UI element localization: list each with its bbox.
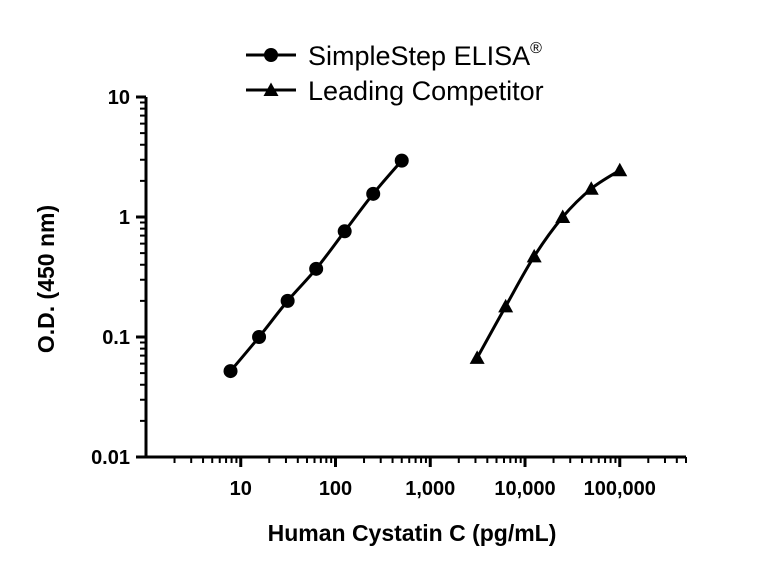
x-tick-label: 1,000 bbox=[405, 478, 455, 500]
data-point-triangle bbox=[469, 350, 485, 364]
data-point-circle bbox=[252, 330, 267, 344]
series-competitor bbox=[469, 162, 628, 364]
x-axis-title: Human Cystatin C (pg/mL) bbox=[268, 520, 557, 546]
x-tick-label: 100,000 bbox=[584, 478, 656, 500]
legend-triangle-marker bbox=[263, 82, 279, 96]
y-tick-label: 10 bbox=[108, 87, 130, 109]
data-point-circle bbox=[280, 293, 295, 308]
legend-circle-marker bbox=[264, 48, 278, 62]
data-point-circle bbox=[366, 186, 381, 201]
x-tick-label: 10 bbox=[230, 478, 252, 500]
y-tick-label: 0.1 bbox=[102, 327, 130, 349]
data-point-triangle bbox=[612, 162, 628, 177]
data-point-circle bbox=[309, 261, 324, 276]
legend-item-competitor: Leading Competitor bbox=[246, 76, 544, 106]
data-point-circle bbox=[337, 224, 352, 239]
data-point-circle bbox=[223, 364, 238, 379]
legend-name-simplestep: SimpleStep ELISA bbox=[308, 41, 530, 71]
legend-label-competitor: Leading Competitor bbox=[308, 76, 544, 106]
legend: SimpleStep ELISA® Leading Competitor bbox=[246, 40, 544, 106]
data-point-triangle bbox=[555, 209, 571, 223]
y-ticks: 0.01 0.1 1 10 bbox=[91, 87, 146, 469]
x-ticks: 10 100 1,000 10,000 100,000 bbox=[173, 457, 687, 500]
y-tick-label: 1 bbox=[119, 207, 130, 229]
legend-marker-circle-icon bbox=[264, 48, 278, 62]
data-point-triangle bbox=[583, 181, 599, 195]
y-axis-title: O.D. (450 nm) bbox=[33, 205, 59, 353]
series-layer bbox=[223, 153, 628, 379]
y-tick-label: 0.01 bbox=[91, 447, 130, 469]
x-tick-label: 10,000 bbox=[494, 478, 555, 500]
x-tick-label: 100 bbox=[319, 478, 352, 500]
legend-label-simplestep: SimpleStep ELISA® bbox=[308, 40, 542, 71]
data-point-triangle bbox=[526, 248, 542, 263]
series-simplestep bbox=[223, 153, 409, 379]
legend-marker-triangle-icon bbox=[263, 82, 279, 96]
data-point-triangle bbox=[498, 298, 514, 313]
legend-superscript: ® bbox=[530, 40, 542, 57]
legend-item-simplestep: SimpleStep ELISA® bbox=[246, 40, 542, 71]
data-point-circle bbox=[394, 153, 409, 168]
axes: 10 100 1,000 10,000 100,000 0.01 0.1 1 10 bbox=[91, 87, 687, 500]
series-line bbox=[475, 169, 621, 359]
